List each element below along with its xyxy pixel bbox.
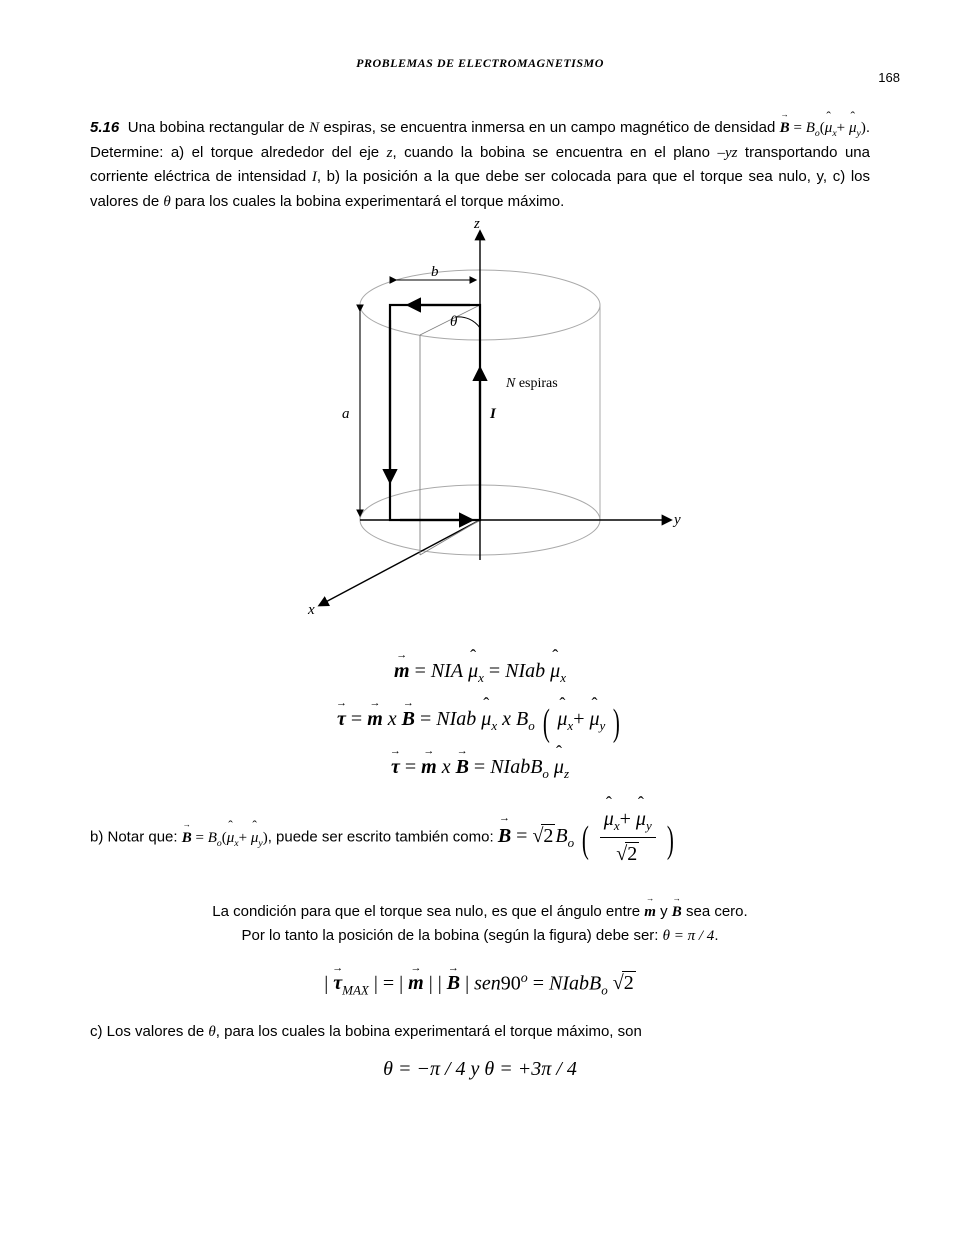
eq-m: m = NIA μx = NIab μx <box>90 660 870 686</box>
B-expr-inline: B = Bo(μx+ μy) <box>780 120 866 136</box>
theta-pi4: θ = π / 4 <box>663 928 715 944</box>
theta-values: θ = −π / 4 y θ = +3π / 4 <box>383 1058 577 1080</box>
problem-number: 5.16 <box>90 119 119 136</box>
problem-statement: 5.16 Una bobina rectangular de N espiras… <box>90 116 870 214</box>
axis-label-x: x <box>308 602 315 619</box>
running-title: PROBLEMAS DE ELECTROMAGNETISMO <box>0 56 960 71</box>
theta-label: θ <box>450 314 457 331</box>
current-label: I <box>490 406 496 423</box>
sym-theta: θ <box>208 1024 215 1040</box>
text: para los cuales la bobina experimentará … <box>171 193 565 210</box>
deg: o <box>521 971 528 986</box>
text: Por lo tanto la posición de la bobina (s… <box>242 927 663 944</box>
sub: o <box>528 718 535 733</box>
B-expr-b1: B = Bo(μx+ μy) <box>182 830 268 846</box>
sub: x <box>478 670 484 685</box>
dim-a: a <box>342 406 350 423</box>
B-expr-b2: B = √2Bo ( μx+ μy √2 ) <box>498 825 677 847</box>
text: sea cero. <box>682 903 748 920</box>
sub: x <box>560 670 566 685</box>
page: PROBLEMAS DE ELECTROMAGNETISMO 168 5.16 … <box>0 0 960 1242</box>
part-c: c) Los valores de θ, para los cuales la … <box>90 1020 870 1044</box>
eq-theta-final: θ = −π / 4 y θ = +3π / 4 <box>90 1058 870 1081</box>
eq-tau-result: τ = m x B = NIabBo μz <box>90 756 870 782</box>
text: . <box>714 927 718 944</box>
n-espiras: N espiras <box>506 376 558 392</box>
coil-figure: z y x b a θ N espiras I <box>250 220 710 640</box>
sqrt-arg: 2 <box>622 971 636 994</box>
sym-yz: –yz <box>717 145 737 161</box>
coeff: NIab <box>436 708 476 730</box>
text: La condición para que el torque sea nulo… <box>212 903 644 920</box>
coeff: NIabB <box>490 756 542 778</box>
axis-label-z: z <box>474 216 480 233</box>
dim-b: b <box>431 264 439 281</box>
angle: 90 <box>501 972 521 994</box>
text: , para los cuales la bobina experimentar… <box>216 1023 642 1040</box>
axis-label-y: y <box>674 512 681 529</box>
sub: o <box>601 982 608 997</box>
text: Una bobina rectangular de <box>128 119 309 136</box>
part-b-condition: La condición para que el torque sea nulo… <box>90 900 870 949</box>
text: b) Notar que: <box>90 829 182 846</box>
page-number: 168 <box>878 70 900 85</box>
sub: z <box>564 766 569 781</box>
sub: MAX <box>342 982 369 997</box>
coeff: NIabB <box>549 972 601 994</box>
text: c) Los valores de <box>90 1023 208 1040</box>
sym-theta: θ <box>163 194 170 210</box>
sin: sen <box>474 972 501 994</box>
eq-tau-cross: τ = m x B = NIab μx x Bo ( μx+ μy ) <box>90 708 870 734</box>
n-espiras-sym: N <box>506 376 515 391</box>
text: , puede ser escrito también como: <box>268 829 498 846</box>
sub: o <box>542 766 549 781</box>
text: y <box>656 903 672 920</box>
text: , cuando la bobina se encuentra en el pl… <box>392 144 717 161</box>
eq-tau-max: | τMAX | = | m | | B | sen90o = NIabBo √… <box>90 971 870 999</box>
coeff: NIab <box>505 660 545 682</box>
sym-N: N <box>309 120 319 136</box>
part-b: b) Notar que: B = Bo(μx+ μy), puede ser … <box>90 804 870 870</box>
text: espiras, se encuentra inmersa en un camp… <box>319 119 779 136</box>
coeff: NIA <box>431 660 463 682</box>
